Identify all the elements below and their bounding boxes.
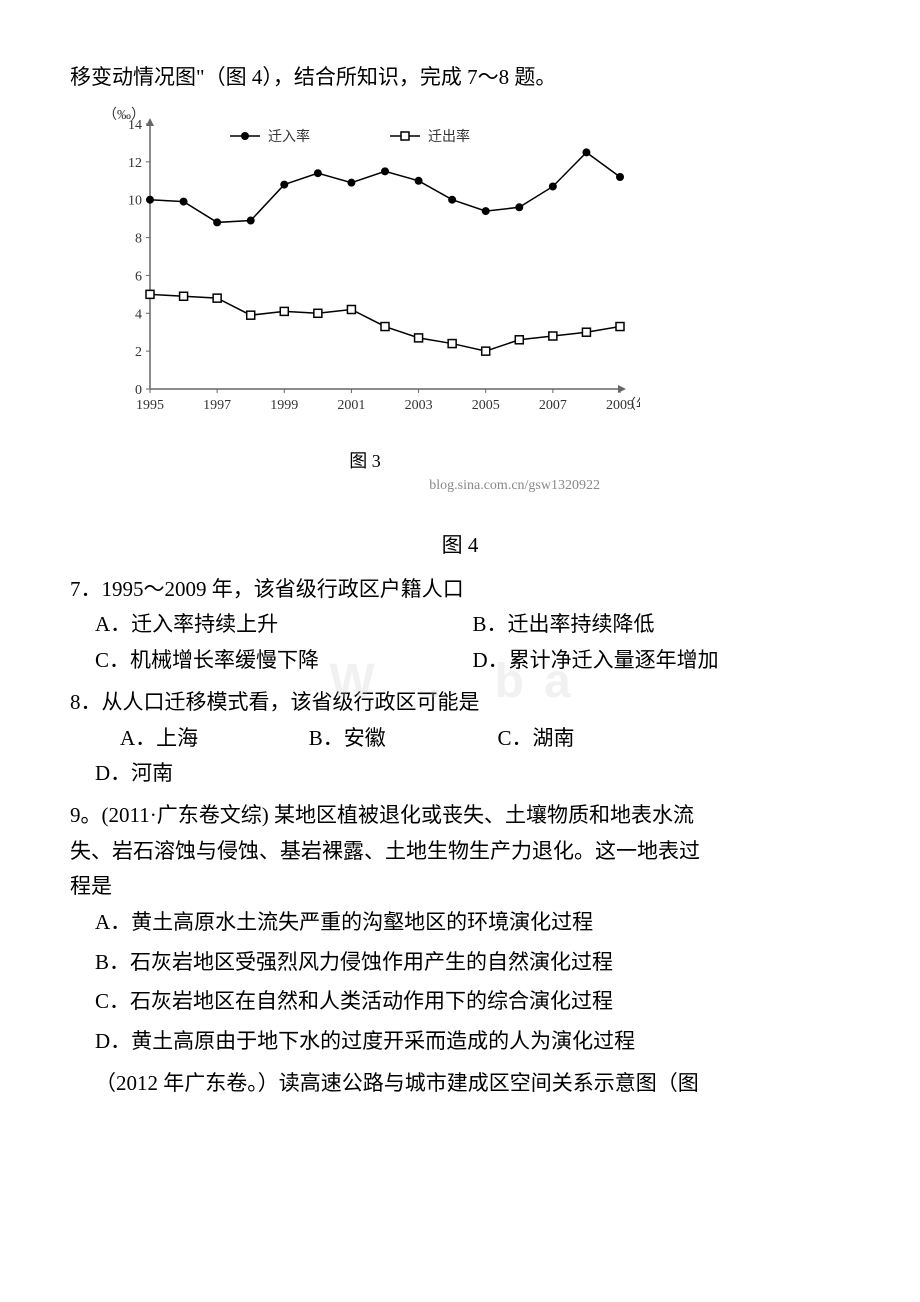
svg-text:6: 6 xyxy=(135,269,142,284)
q7-opt-d: D．累计净迁入量逐年增加 xyxy=(473,643,851,679)
q9-stem-l3: 程是 xyxy=(70,869,850,905)
q8-opt-a: A．上海 xyxy=(120,721,309,757)
svg-text:1995: 1995 xyxy=(136,398,164,413)
svg-text:2007: 2007 xyxy=(539,398,567,413)
q9-stem-l2: 失、岩石溶蚀与侵蚀、基岩裸露、土地生物生产力退化。这一地表过 xyxy=(70,834,850,870)
q7-opt-a: A．迁入率持续上升 xyxy=(95,607,473,643)
q8-stem: 8．从人口迁移模式看，该省级行政区可能是 xyxy=(70,685,850,721)
q9-opt-c: C．石灰岩地区在自然和人类活动作用下的综合演化过程 xyxy=(95,984,850,1020)
chart-credit: blog.sina.com.cn/gsw1320922 xyxy=(90,474,600,498)
svg-text:迁入率: 迁入率 xyxy=(268,128,310,145)
q7-stem: 7．1995～2009 年，该省级行政区户籍人口 xyxy=(70,572,850,608)
svg-text:迁出率: 迁出率 xyxy=(428,128,470,145)
question-9: 9。(2011·广东卷文综) 某地区植被退化或丧失、土壤物质和地表水流 失、岩石… xyxy=(70,798,850,1060)
q9-opt-a: A．黄土高原水土流失严重的沟壑地区的环境演化过程 xyxy=(95,905,850,941)
svg-text:14: 14 xyxy=(128,118,142,133)
svg-text:1999: 1999 xyxy=(270,398,298,413)
svg-text:2001: 2001 xyxy=(337,398,365,413)
svg-text:2003: 2003 xyxy=(405,398,433,413)
svg-text:（年）: （年） xyxy=(622,397,640,413)
svg-text:2005: 2005 xyxy=(472,398,500,413)
q9-stem-l1: 9。(2011·广东卷文综) 某地区植被退化或丧失、土壤物质和地表水流 xyxy=(70,798,850,834)
svg-text:8: 8 xyxy=(135,231,142,246)
q9-opt-b: B．石灰岩地区受强烈风力侵蚀作用产生的自然演化过程 xyxy=(95,945,850,981)
q10-stem: （2012 年广东卷。）读高速公路与城市建成区空间关系示意图（图 xyxy=(95,1066,850,1102)
q9-opt-d: D．黄土高原由于地下水的过度开采而造成的人为演化过程 xyxy=(95,1024,850,1060)
intro-text: 移变动情况图"（图 4），结合所知识，完成 7～8 题。 xyxy=(70,60,850,96)
question-10-intro: （2012 年广东卷。）读高速公路与城市建成区空间关系示意图（图 xyxy=(70,1066,850,1102)
svg-text:10: 10 xyxy=(128,193,142,208)
question-8: 8．从人口迁移模式看，该省级行政区可能是 A．上海 B．安徽 C．湖南 D．河南 xyxy=(70,685,850,792)
svg-text:2: 2 xyxy=(135,345,142,360)
svg-text:1997: 1997 xyxy=(203,398,231,413)
q8-opt-c: C．湖南 xyxy=(498,721,687,757)
migration-chart: （‰）0246810121419951997199920012003200520… xyxy=(90,104,640,498)
chart-caption: 图 3 xyxy=(90,446,640,477)
q8-opt-b: B．安徽 xyxy=(309,721,498,757)
q8-opt-d: D．河南 xyxy=(95,756,284,792)
svg-text:0: 0 xyxy=(135,383,142,398)
svg-text:12: 12 xyxy=(128,156,142,171)
q7-opt-b: B．迁出率持续降低 xyxy=(473,607,851,643)
svg-text:4: 4 xyxy=(135,307,142,322)
figure-4-label: 图 4 xyxy=(70,528,850,564)
q7-opt-c: C．机械增长率缓慢下降 xyxy=(95,643,473,679)
chart-svg: （‰）0246810121419951997199920012003200520… xyxy=(90,104,640,444)
question-7: 7．1995～2009 年，该省级行政区户籍人口 A．迁入率持续上升 B．迁出率… xyxy=(70,572,850,679)
